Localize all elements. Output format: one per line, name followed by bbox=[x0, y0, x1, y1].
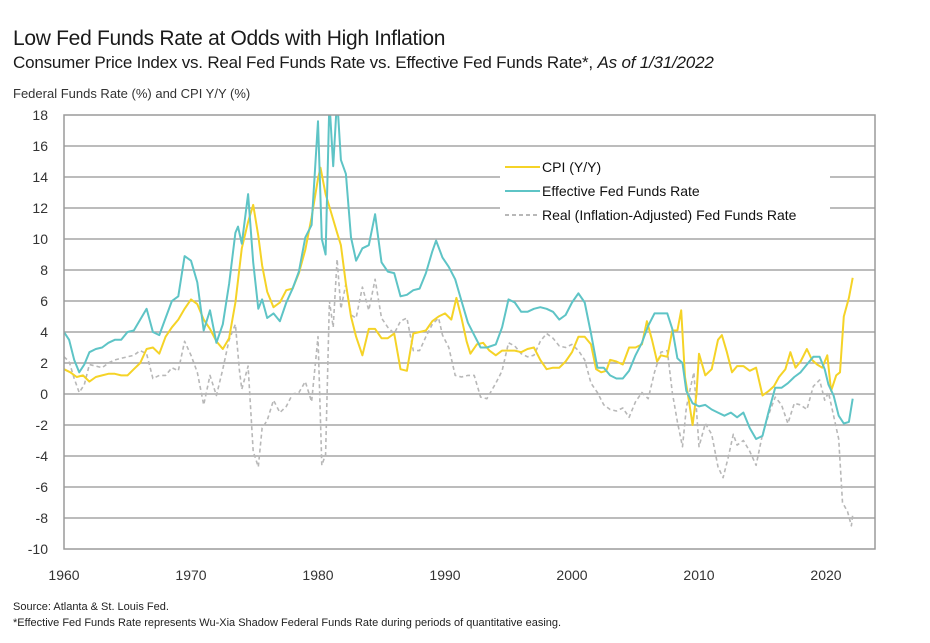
x-tick-label: 2000 bbox=[556, 567, 587, 583]
legend-background bbox=[500, 155, 830, 233]
series-lines bbox=[64, 115, 854, 527]
legend-label: CPI (Y/Y) bbox=[542, 159, 601, 175]
series-line-effective-fed-funds-rate bbox=[64, 115, 854, 440]
x-tick-label: 1980 bbox=[302, 567, 333, 583]
x-tick-label: 2020 bbox=[810, 567, 841, 583]
y-tick-label: 4 bbox=[40, 324, 48, 340]
chart-subtitle: Consumer Price Index vs. Real Fed Funds … bbox=[13, 53, 714, 73]
y-tick-label: 14 bbox=[32, 169, 48, 185]
footnote: *Effective Fed Funds Rate represents Wu-… bbox=[13, 617, 562, 629]
plot-frame bbox=[63, 114, 876, 550]
y-tick-label: 12 bbox=[32, 200, 48, 216]
y-tick-label: 0 bbox=[40, 386, 48, 402]
subtitle-as-of-date: As of 1/31/2022 bbox=[597, 53, 714, 72]
x-tick-label: 1970 bbox=[175, 567, 206, 583]
y-tick-label: -6 bbox=[36, 479, 49, 495]
y-tick-label: 8 bbox=[40, 262, 48, 278]
x-axis-ticks: 1960 1970 1980 1990 2000 2010 2020 bbox=[48, 567, 841, 583]
source-note: Source: Atlanta & St. Louis Fed. bbox=[13, 601, 169, 613]
y-tick-label: 10 bbox=[32, 231, 48, 247]
y-axis-label: Federal Funds Rate (%) and CPI Y/Y (%) bbox=[13, 86, 251, 101]
x-tick-label: 1990 bbox=[429, 567, 460, 583]
y-tick-label: -10 bbox=[28, 541, 48, 557]
x-tick-label: 2010 bbox=[683, 567, 714, 583]
legend-item: Effective Fed Funds Rate bbox=[505, 183, 700, 199]
y-tick-label: -2 bbox=[36, 417, 49, 433]
y-tick-label: 6 bbox=[40, 293, 48, 309]
y-tick-label: -4 bbox=[36, 448, 49, 464]
y-tick-label: 16 bbox=[32, 138, 48, 154]
y-tick-label: -8 bbox=[36, 510, 49, 526]
y-tick-label: 2 bbox=[40, 355, 48, 371]
legend-label: Effective Fed Funds Rate bbox=[542, 183, 700, 199]
y-tick-label: 18 bbox=[32, 107, 48, 123]
legend-item: Real (Inflation-Adjusted) Fed Funds Rate bbox=[505, 207, 797, 223]
legend-label: Real (Inflation-Adjusted) Fed Funds Rate bbox=[542, 207, 797, 223]
subtitle-main: Consumer Price Index vs. Real Fed Funds … bbox=[13, 53, 598, 72]
series-line-cpi-y-y bbox=[64, 166, 854, 426]
chart-title: Low Fed Funds Rate at Odds with High Inf… bbox=[13, 27, 446, 50]
legend-item: CPI (Y/Y) bbox=[505, 159, 601, 175]
x-tick-label: 1960 bbox=[48, 567, 79, 583]
y-axis-ticks: -10 -8 -6 -4 -2 0 2 4 6 8 10 12 14 16 18 bbox=[28, 107, 48, 557]
series-line-real-inflation-adjusted-fed-funds-rate bbox=[64, 258, 854, 527]
legend: CPI (Y/Y) Effective Fed Funds Rate Real (I… bbox=[500, 155, 830, 233]
